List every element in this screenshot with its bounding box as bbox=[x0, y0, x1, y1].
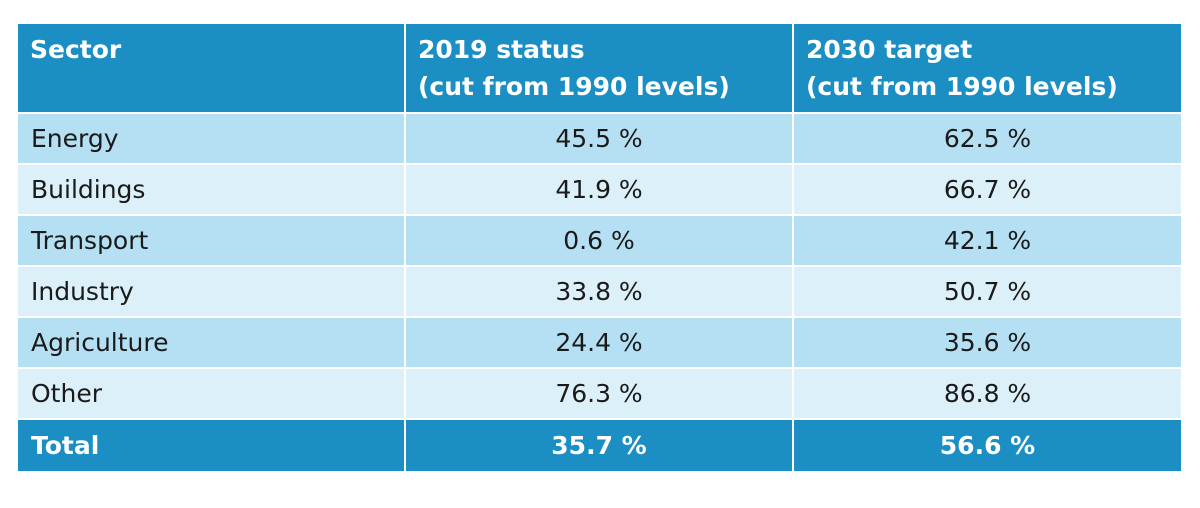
header-status-line2: (cut from 1990 levels) bbox=[418, 72, 730, 101]
header-status-2019: 2019 status (cut from 1990 levels) bbox=[404, 24, 794, 114]
sector-cell: Transport bbox=[18, 215, 406, 267]
table-row: Other 76.3 % 86.8 % bbox=[18, 368, 1181, 420]
table-body: Energy 45.5 % 62.5 % Buildings 41.9 % 66… bbox=[18, 113, 1181, 420]
table-row: Buildings 41.9 % 66.7 % bbox=[18, 164, 1181, 216]
status-2019-cell: 24.4 % bbox=[404, 317, 794, 369]
sector-cell: Agriculture bbox=[18, 317, 406, 369]
header-target-line2: (cut from 1990 levels) bbox=[806, 72, 1118, 101]
target-2030-cell: 42.1 % bbox=[792, 215, 1181, 267]
table-row: Transport 0.6 % 42.1 % bbox=[18, 215, 1181, 267]
status-2019-cell: 76.3 % bbox=[404, 368, 794, 420]
table-row: Industry 33.8 % 50.7 % bbox=[18, 266, 1181, 318]
table-header: Sector 2019 status (cut from 1990 levels… bbox=[18, 24, 1181, 114]
target-2030-cell: 86.8 % bbox=[792, 368, 1181, 420]
target-2030-cell: 66.7 % bbox=[792, 164, 1181, 216]
emissions-table-container: Sector 2019 status (cut from 1990 levels… bbox=[18, 24, 1181, 471]
sector-cell: Energy bbox=[18, 113, 406, 165]
sector-cell: Other bbox=[18, 368, 406, 420]
header-row: Sector 2019 status (cut from 1990 levels… bbox=[18, 24, 1181, 114]
sector-cell: Buildings bbox=[18, 164, 406, 216]
status-2019-cell: 33.8 % bbox=[404, 266, 794, 318]
emissions-table: Sector 2019 status (cut from 1990 levels… bbox=[18, 24, 1181, 471]
status-2019-cell: 45.5 % bbox=[404, 113, 794, 165]
status-2019-cell: 41.9 % bbox=[404, 164, 794, 216]
header-target-line1: 2030 target bbox=[806, 35, 973, 64]
target-2030-cell: 50.7 % bbox=[792, 266, 1181, 318]
target-2030-cell: 35.6 % bbox=[792, 317, 1181, 369]
header-target-2030: 2030 target (cut from 1990 levels) bbox=[792, 24, 1181, 114]
sector-cell: Industry bbox=[18, 266, 406, 318]
table-row: Agriculture 24.4 % 35.6 % bbox=[18, 317, 1181, 369]
status-2019-cell: 0.6 % bbox=[404, 215, 794, 267]
target-2030-cell: 62.5 % bbox=[792, 113, 1181, 165]
total-row: Total 35.7 % 56.6 % bbox=[18, 419, 1181, 471]
table-row: Energy 45.5 % 62.5 % bbox=[18, 113, 1181, 165]
header-status-line1: 2019 status bbox=[418, 35, 585, 64]
total-target-2030-cell: 56.6 % bbox=[792, 419, 1181, 471]
header-sector-label: Sector bbox=[30, 35, 122, 64]
total-label-cell: Total bbox=[18, 419, 406, 471]
table-footer: Total 35.7 % 56.6 % bbox=[18, 419, 1181, 471]
total-status-2019-cell: 35.7 % bbox=[404, 419, 794, 471]
header-sector: Sector bbox=[18, 24, 406, 114]
